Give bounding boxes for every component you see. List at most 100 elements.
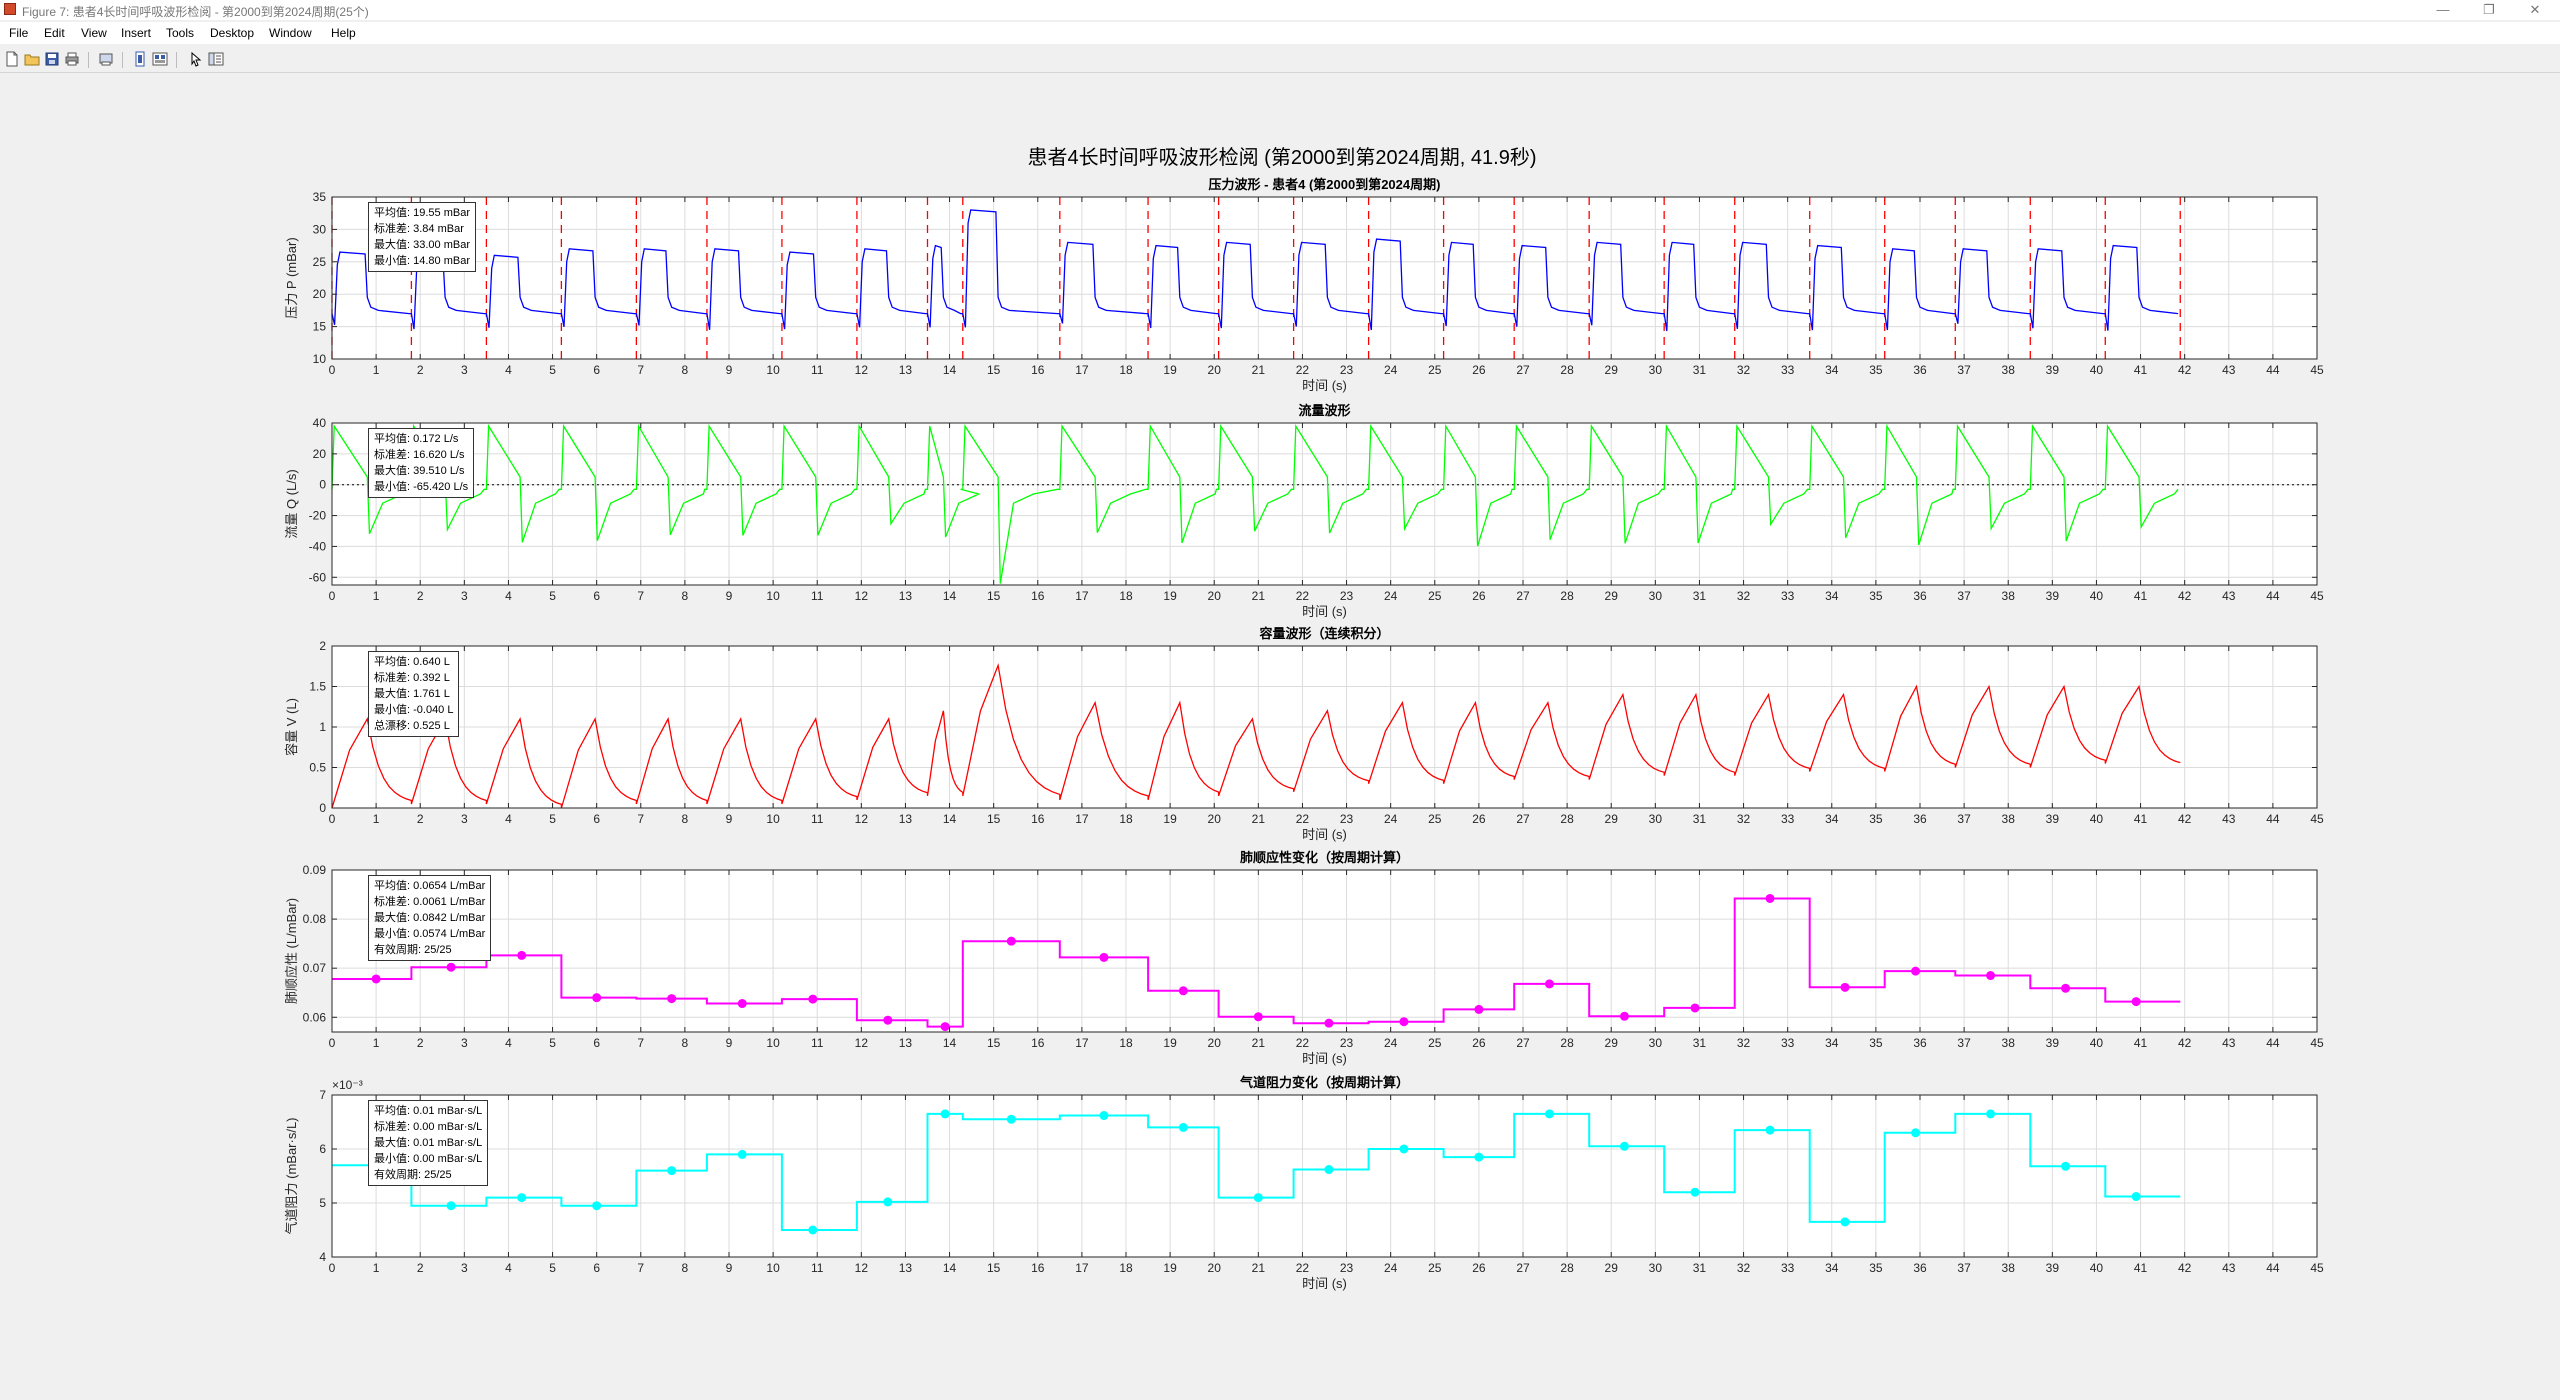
x-tick-label: 26: [1472, 363, 1486, 377]
y-tick-label: 35: [313, 190, 327, 204]
x-tick-label: 44: [2266, 363, 2280, 377]
open-file-icon[interactable]: [24, 51, 40, 67]
x-tick-label: 13: [899, 589, 913, 603]
x-tick-label: 13: [899, 1036, 913, 1050]
data-point-marker: [1099, 952, 1109, 962]
stats-line: 有效周期: 25/25: [374, 944, 452, 956]
stats-line: 总漂移: 0.525 L: [374, 720, 450, 732]
menu-file[interactable]: File: [9, 26, 29, 40]
x-tick-label: 18: [1119, 589, 1133, 603]
y-tick-label: 0.08: [303, 912, 327, 926]
axes-panel-5[interactable]: 0 1 2 3 4 5 6 7 8 9 10 11 12 13 14 15 16 17 18 19 20 21 22 23 24…: [284, 1075, 2324, 1291]
x-tick-label: 41: [2134, 363, 2148, 377]
data-point-marker: [1911, 966, 1921, 976]
x-tick-label: 40: [2090, 363, 2104, 377]
menu-edit[interactable]: Edit: [44, 26, 65, 40]
x-tick-label: 5: [549, 589, 556, 603]
data-series: [332, 1109, 2181, 1235]
x-tick-label: 6: [593, 1036, 600, 1050]
stats-line: 平均值: 0.0654 L/mBar: [374, 880, 486, 892]
property-inspector-icon[interactable]: [208, 51, 224, 67]
axes-title: 流量波形: [1298, 403, 1350, 418]
x-tick-label: 40: [2090, 1036, 2104, 1050]
x-tick-label: 31: [1693, 1261, 1707, 1275]
print-icon[interactable]: [64, 51, 80, 67]
x-tick-label: 33: [1781, 1261, 1795, 1275]
y-axis-exponent-label: ×10⁻³: [332, 1078, 363, 1092]
y-tick-label: -60: [309, 570, 327, 584]
x-tick-label: 36: [1913, 589, 1927, 603]
x-tick-label: 21: [1252, 1036, 1266, 1050]
flow-waveform-line: [331, 423, 2179, 584]
axes-background: [332, 1095, 2317, 1257]
pressure-waveform-line: [331, 209, 2179, 332]
axes-panel-4[interactable]: 0 1 2 3 4 5 6 7 8 9 10 11 12 13 14 15 16 17 18 19 20 21 22 23 24…: [284, 850, 2324, 1066]
x-tick-label: 24: [1384, 363, 1398, 377]
x-tick-label: 38: [2002, 1036, 2016, 1050]
x-tick-label: 20: [1208, 1261, 1222, 1275]
new-figure-icon[interactable]: [4, 51, 20, 67]
stats-line: 标准差: 16.620 L/s: [374, 449, 465, 461]
tick-labels: 0 1 2 3 4 5 6 7 8 9 10 11 12 13 14 15 16 17 18 19 20 21 22 23 24…: [319, 1088, 2324, 1275]
x-tick-label: 7: [637, 812, 644, 826]
stats-line: 最大值: 0.01 mBar·s/L: [374, 1137, 483, 1149]
maximize-button[interactable]: ❐: [2483, 2, 2495, 17]
x-tick-label: 10: [766, 812, 780, 826]
menu-window[interactable]: Window: [269, 26, 312, 40]
axes-panel-2[interactable]: 0 1 2 3 4 5 6 7 8 9 10 11 12 13 14 15 16 17 18 19 20 21 22 23 24…: [284, 403, 2324, 619]
x-tick-label: 7: [637, 1036, 644, 1050]
stats-line: 最大值: 1.761 L: [374, 688, 450, 700]
menu-tools[interactable]: Tools: [166, 26, 195, 40]
menu-help[interactable]: Help: [331, 26, 356, 40]
x-tick-label: 40: [2090, 812, 2104, 826]
x-tick-label: 34: [1825, 363, 1839, 377]
link-plot-icon[interactable]: [132, 51, 148, 67]
x-tick-label: 4: [505, 1261, 512, 1275]
axes-frame: [331, 869, 2318, 1033]
x-tick-label: 28: [1560, 1036, 1574, 1050]
menu-view[interactable]: View: [81, 26, 107, 40]
axes-panel-1[interactable]: 0 1 2 3 4 5 6 7 8 9 10 11 12 13 14 15 16 17 18 19 20 21 22 23 24…: [284, 177, 2324, 393]
x-tick-label: 7: [637, 1261, 644, 1275]
save-icon[interactable]: [44, 51, 60, 67]
print-preview-icon[interactable]: [98, 51, 114, 67]
y-tick-label: 5: [319, 1196, 326, 1210]
y-tick-label: 15: [313, 320, 327, 334]
menu-insert[interactable]: Insert: [121, 26, 152, 40]
axes-panel-3[interactable]: 0 1 2 3 4 5 6 7 8 9 10 11 12 13 14 15 16 17 18 19 20 21 22 23 24…: [284, 626, 2324, 842]
toolbar-separator: [122, 52, 123, 68]
x-tick-label: 29: [1605, 812, 1619, 826]
minimize-button[interactable]: —: [2436, 2, 2450, 17]
stats-line: 平均值: 0.01 mBar·s/L: [374, 1105, 483, 1117]
x-tick-label: 16: [1031, 363, 1045, 377]
x-tick-label: 7: [637, 589, 644, 603]
data-point-marker: [667, 1166, 677, 1176]
x-tick-label: 40: [2090, 1261, 2104, 1275]
x-tick-label: 27: [1516, 589, 1530, 603]
edit-plot-arrow-icon[interactable]: [188, 51, 204, 67]
x-tick-label: 5: [549, 1261, 556, 1275]
x-tick-label: 5: [549, 812, 556, 826]
x-tick-label: 32: [1737, 589, 1751, 603]
window-title: Figure 7: 患者4长时间呼吸波形检阅 - 第2000到第2024周期(2…: [22, 5, 369, 19]
x-tick-label: 33: [1781, 812, 1795, 826]
x-tick-label: 36: [1913, 1261, 1927, 1275]
close-button[interactable]: ✕: [2529, 2, 2541, 17]
menu-desktop[interactable]: Desktop: [210, 26, 255, 40]
stats-line: 最小值: 14.80 mBar: [374, 255, 470, 267]
x-tick-label: 24: [1384, 812, 1398, 826]
x-tick-label: 2: [417, 1036, 424, 1050]
axes-title: 压力波形 - 患者4 (第2000到第2024周期): [1209, 177, 1441, 192]
insert-colorbar-icon[interactable]: [152, 51, 168, 67]
x-tick-label: 35: [1869, 1261, 1883, 1275]
data-point-marker: [592, 993, 602, 1003]
data-point-marker: [1399, 1144, 1409, 1154]
toolbar-separator: [176, 52, 177, 68]
x-tick-label: 3: [461, 812, 468, 826]
x-tick-label: 12: [855, 589, 869, 603]
x-tick-label: 27: [1516, 363, 1530, 377]
x-tick-label: 7: [637, 363, 644, 377]
y-tick-label: 4: [319, 1250, 326, 1264]
x-tick-label: 45: [2310, 1261, 2324, 1275]
stats-textbox: 平均值: 19.55 mBar 标准差: 3.84 mBar 最大值: 33.00 …: [368, 202, 476, 272]
